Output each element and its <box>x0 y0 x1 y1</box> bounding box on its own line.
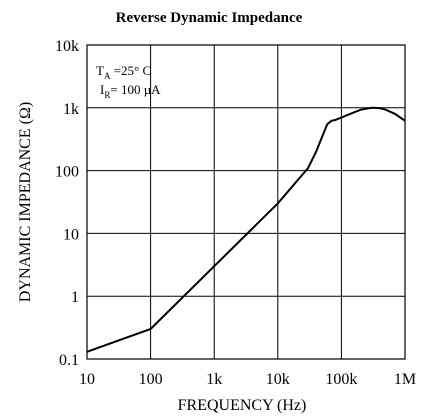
annotation-current: IR= 100 µA <box>100 82 161 100</box>
x-tick-label: 100 <box>139 371 163 388</box>
y-tick-label: 100 <box>55 164 79 181</box>
x-tick-label: 1k <box>206 371 222 388</box>
y-tick-label: 10k <box>55 38 79 55</box>
x-tick-label: 10k <box>266 371 290 388</box>
x-tick-label: 100k <box>325 371 357 388</box>
y-tick-label: 1 <box>71 289 79 306</box>
chart-title: Reverse Dynamic Impedance <box>116 10 303 26</box>
y-tick-label: 0.1 <box>59 352 79 369</box>
impedance-curve <box>86 106 406 353</box>
x-tick-labels: 10 100 1k 10k 100k 1M <box>79 371 416 388</box>
y-axis-label: DYNAMIC IMPEDANCE (Ω) <box>17 102 34 302</box>
x-tick-label: 10 <box>79 371 95 388</box>
annotation-temperature: TA =25° C <box>96 63 151 81</box>
y-tick-labels: 0.1 1 10 100 1k 10k <box>55 38 79 369</box>
plot-frame <box>86 44 406 360</box>
conditions-annotation: TA =25° C IR= 100 µA <box>96 63 161 100</box>
y-tick-label: 10 <box>63 226 79 243</box>
x-axis-label: FREQUENCY (Hz) <box>178 397 307 414</box>
y-tick-label: 1k <box>63 101 79 118</box>
x-tick-label: 1M <box>394 371 416 388</box>
